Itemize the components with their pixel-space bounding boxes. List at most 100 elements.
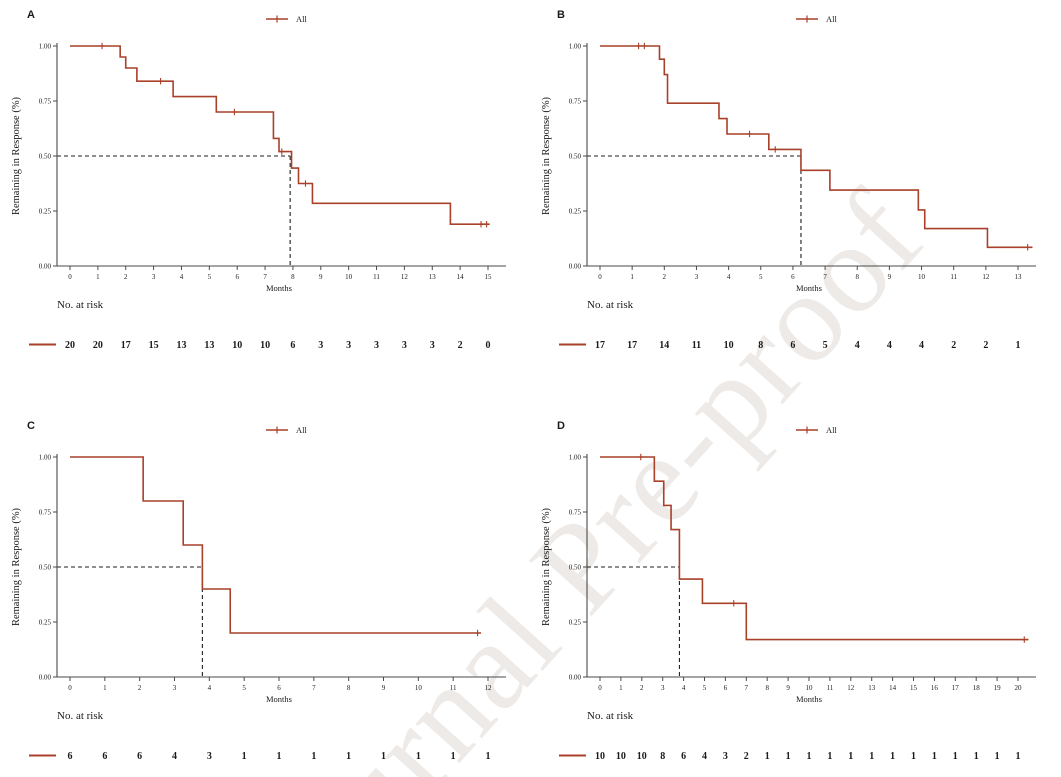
risk-count: 4 <box>172 751 177 762</box>
km-panel-d: D All 1.00 0.75 0.50 0.25 0.00 0 1 2 3 4 5 6 7 8 9 10 11 12… <box>530 389 1061 777</box>
risk-count: 1 <box>807 751 812 762</box>
x-tick-label: 16 <box>931 684 939 692</box>
x-tick-label: 13 <box>429 273 437 281</box>
km-step-curve <box>600 45 1033 249</box>
legend: All <box>266 425 308 435</box>
x-tick-label: 12 <box>401 273 409 281</box>
x-tick-label: 0 <box>68 273 72 281</box>
x-axis-title: Months <box>796 694 822 704</box>
risk-table: No. at risk 10 10 10 8 6 4 3 2 1 1 1 1 1 1 1 1 1 1 1 1 1 <box>559 710 1021 762</box>
y-tick-label: 0.00 <box>569 263 582 271</box>
y-tick-label: 1.00 <box>39 43 52 51</box>
risk-count: 4 <box>919 340 924 351</box>
x-axis-title: Months <box>266 694 292 704</box>
risk-count: 10 <box>260 340 270 351</box>
y-tick-label: 1.00 <box>569 454 582 462</box>
median-reference-lines <box>587 155 802 266</box>
x-tick-label: 9 <box>888 273 892 281</box>
y-axis-title: Remaining in Response (%) <box>541 96 552 215</box>
x-tick-label: 8 <box>765 684 769 692</box>
km-step-curve <box>70 456 482 634</box>
risk-count: 13 <box>176 340 186 351</box>
risk-count: 20 <box>65 340 75 351</box>
x-tick-label: 6 <box>277 684 281 692</box>
x-tick-label: 14 <box>889 684 897 692</box>
y-tick-label: 0.25 <box>569 619 582 627</box>
risk-count: 3 <box>318 340 323 351</box>
y-tick-label: 1.00 <box>39 454 52 462</box>
km-panel-c: C All 1.00 0.75 0.50 0.25 0.00 0 1 2 3 4 5 6 7 8 9 10 11 12… <box>0 389 531 777</box>
x-tick-label: 1 <box>103 684 107 692</box>
axes: 1.000.750.500.250.000 1 2 3 4 5 6 7 8 9 10 11 12 13 <box>569 43 1036 281</box>
risk-table-header: No. at risk <box>57 299 104 311</box>
x-tick-label: 0 <box>598 684 602 692</box>
risk-count: 15 <box>149 340 159 351</box>
risk-count: 13 <box>204 340 214 351</box>
risk-count: 0 <box>486 340 491 351</box>
x-tick-label: 5 <box>242 684 246 692</box>
risk-table-header: No. at risk <box>587 299 634 311</box>
risk-count: 5 <box>823 340 828 351</box>
risk-count: 2 <box>744 751 749 762</box>
x-tick-label: 1 <box>96 273 100 281</box>
y-tick-label: 0.00 <box>39 674 52 682</box>
y-tick-label: 0.50 <box>39 153 52 161</box>
x-tick-label: 0 <box>598 273 602 281</box>
risk-count: 1 <box>869 751 874 762</box>
y-tick-label: 0.75 <box>569 509 582 517</box>
risk-count: 1 <box>451 751 456 762</box>
risk-count: 1 <box>416 751 421 762</box>
y-tick-label: 0.25 <box>569 208 582 216</box>
y-tick-label: 0.75 <box>569 98 582 106</box>
x-tick-label: 3 <box>695 273 699 281</box>
km-step-curve <box>70 45 490 225</box>
risk-table-header: No. at risk <box>57 710 104 722</box>
risk-count: 3 <box>346 340 351 351</box>
risk-count: 6 <box>681 751 686 762</box>
x-tick-label: 3 <box>152 273 156 281</box>
x-tick-label: 7 <box>263 273 267 281</box>
risk-count: 1 <box>346 751 351 762</box>
legend: All <box>266 14 308 24</box>
risk-count: 1 <box>786 751 791 762</box>
x-tick-label: 8 <box>855 273 859 281</box>
risk-count: 1 <box>848 751 853 762</box>
legend-label: All <box>296 14 308 24</box>
risk-count: 3 <box>402 340 407 351</box>
x-tick-label: 4 <box>727 273 731 281</box>
x-axis-title: Months <box>796 283 822 293</box>
risk-count: 1 <box>953 751 958 762</box>
risk-count: 10 <box>637 751 647 762</box>
censor-marks <box>474 629 481 637</box>
x-tick-label: 13 <box>1015 273 1023 281</box>
x-tick-label: 10 <box>918 273 926 281</box>
x-tick-label: 3 <box>173 684 177 692</box>
legend: All <box>796 425 838 435</box>
risk-count: 2 <box>458 340 463 351</box>
x-tick-label: 6 <box>235 273 239 281</box>
y-tick-label: 0.00 <box>569 674 582 682</box>
risk-count: 8 <box>758 340 763 351</box>
risk-count: 6 <box>102 751 107 762</box>
risk-count: 11 <box>692 340 701 351</box>
x-tick-label: 9 <box>319 273 323 281</box>
y-tick-label: 0.50 <box>569 564 582 572</box>
x-tick-label: 0 <box>68 684 72 692</box>
risk-count: 1 <box>311 751 316 762</box>
x-tick-label: 5 <box>703 684 707 692</box>
risk-table: No. at risk 6 6 6 4 3 1 1 1 1 1 1 1 1 <box>29 710 491 762</box>
median-reference-lines <box>57 566 203 677</box>
x-tick-label: 19 <box>994 684 1002 692</box>
legend-label: All <box>826 425 838 435</box>
x-axis-title: Months <box>266 283 292 293</box>
y-tick-label: 0.25 <box>39 208 52 216</box>
x-tick-label: 20 <box>1015 684 1023 692</box>
median-reference-lines <box>57 155 291 266</box>
risk-count: 1 <box>911 751 916 762</box>
y-tick-label: 0.50 <box>39 564 52 572</box>
risk-count: 4 <box>887 340 892 351</box>
risk-count: 1 <box>242 751 247 762</box>
